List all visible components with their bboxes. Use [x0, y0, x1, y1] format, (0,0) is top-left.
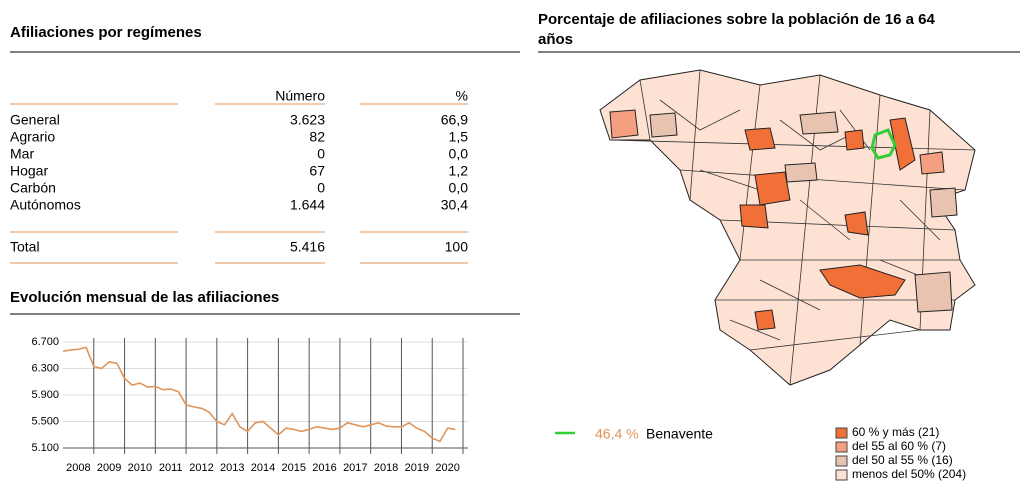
- map-highlight: [870, 128, 897, 160]
- map-region: [609, 109, 639, 139]
- row-label: Carbón: [10, 180, 56, 196]
- map-region: [844, 129, 865, 151]
- x-tick-label: 2014: [251, 462, 275, 474]
- cell: 30,4: [441, 197, 468, 213]
- legend-label: menos del 50% (204): [852, 467, 966, 481]
- map-region: [844, 211, 869, 236]
- row-label: Hogar: [10, 163, 48, 179]
- cell: 0,0: [449, 180, 469, 196]
- x-tick-label: 2011: [159, 462, 183, 474]
- x-tick-label: 2009: [97, 462, 121, 474]
- x-tick-label: 2012: [189, 462, 213, 474]
- column-header: %: [456, 88, 468, 104]
- cell: 82: [309, 129, 325, 145]
- map-region: [649, 112, 678, 138]
- chart: 5.100 5.500 5.900 6.300 6.700 2008 2009 2010 201…: [31, 336, 468, 474]
- map-region: [919, 151, 945, 175]
- highlight-name: Benavente: [646, 426, 713, 442]
- legend: 60 % y más (21)del 55 al 60 % (7)del 50 …: [835, 425, 966, 481]
- y-tick-label: 5.900: [31, 389, 59, 401]
- y-tick-label: 6.300: [31, 362, 59, 374]
- cell: 100: [445, 239, 469, 255]
- legend-swatch: [835, 469, 848, 481]
- y-tick-label: 5.500: [31, 415, 59, 427]
- cell: 5.416: [290, 239, 325, 255]
- x-tick-label: 2008: [66, 462, 90, 474]
- map-region: [754, 309, 776, 331]
- x-tick-label: 2017: [343, 462, 367, 474]
- x-tick-label: 2010: [128, 462, 152, 474]
- legend-label: del 55 al 60 % (7): [852, 439, 946, 453]
- y-tick-label: 5.100: [31, 442, 59, 454]
- series-line: [62, 346, 456, 443]
- cell: 1,5: [449, 129, 469, 145]
- map-region: [754, 171, 791, 206]
- legend-swatch: [835, 427, 848, 439]
- map-borders: [609, 69, 976, 386]
- x-tick-label: 2020: [435, 462, 459, 474]
- column-header: Número: [275, 88, 325, 104]
- x-tick-label: 2018: [374, 462, 398, 474]
- row-label: Total: [10, 239, 40, 255]
- legend-label: 60 % y más (21): [852, 425, 939, 439]
- cell: 67: [309, 163, 325, 179]
- x-tick-label: 2015: [282, 462, 306, 474]
- cell: 1,2: [449, 163, 469, 179]
- legend-swatch: [835, 455, 848, 467]
- cell: 0,0: [449, 146, 469, 162]
- cell: 0: [317, 180, 325, 196]
- section-title: Porcentaje de afiliaciones sobre la pobl…: [538, 11, 935, 28]
- cell: 3.623: [290, 112, 325, 128]
- map-region: [799, 111, 839, 135]
- highlight-value: 46,4 %: [595, 426, 639, 442]
- map-region: [819, 264, 906, 299]
- map: [599, 69, 976, 386]
- legend-swatch: [835, 441, 848, 453]
- map-region: [889, 117, 916, 171]
- table: Número % General 3.623 66,9 Agrario 82 1,5 Mar 0 0…: [10, 88, 469, 264]
- y-tick-label: 6.700: [31, 336, 59, 348]
- row-label: General: [10, 112, 60, 128]
- x-tick-label: 2016: [312, 462, 336, 474]
- cell: 66,9: [441, 112, 468, 128]
- map-region: [929, 187, 958, 218]
- cell: 0: [317, 146, 325, 162]
- legend-label: del 50 al 55 % (16): [852, 453, 953, 467]
- cell: 1.644: [290, 197, 325, 213]
- map-region: [744, 127, 776, 151]
- row-label: Autónomos: [10, 197, 81, 213]
- section-title: Afiliaciones por regímenes: [10, 24, 202, 41]
- map-region: [784, 162, 818, 183]
- section-title: años: [538, 31, 573, 48]
- x-tick-label: 2019: [405, 462, 429, 474]
- chart-title: Evolución mensual de las afiliaciones: [10, 289, 279, 306]
- map-region: [914, 271, 953, 313]
- row-label: Agrario: [10, 129, 55, 145]
- row-label: Mar: [10, 146, 34, 162]
- map-region: [739, 204, 769, 229]
- x-tick-label: 2013: [220, 462, 244, 474]
